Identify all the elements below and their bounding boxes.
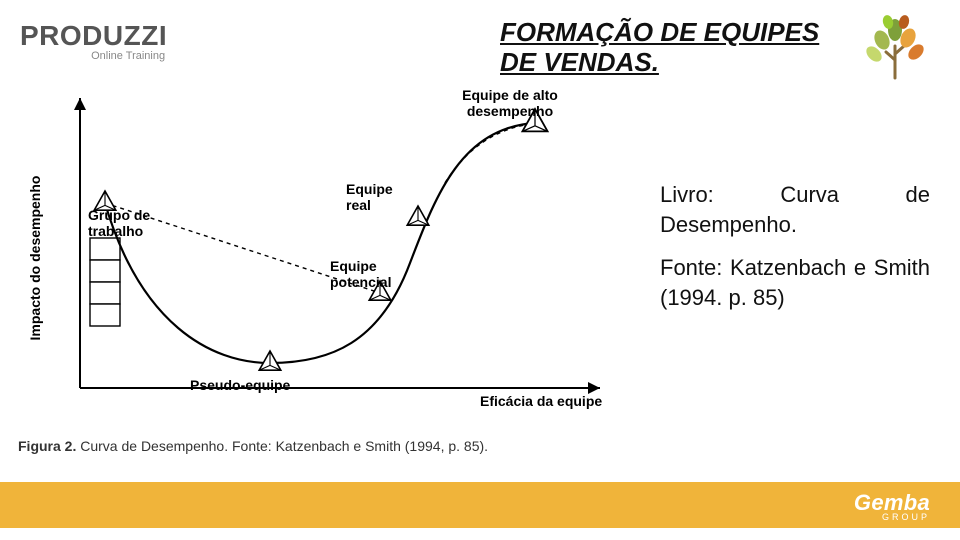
tree-logo-icon — [860, 10, 930, 85]
chart-label-real2: real — [346, 197, 371, 213]
brand-block: PRODUZZI Online Training — [20, 20, 167, 62]
dashed-lines — [105, 123, 535, 293]
chart-label-alto2: desempenho — [467, 103, 553, 119]
caption-prefix: Figura 2. — [18, 438, 76, 454]
y-axis-label: Impacto do desempenho — [27, 176, 43, 341]
chart-label-pseudo: Pseudo-equipe — [190, 377, 291, 393]
group-boxes — [90, 238, 120, 326]
side-text-line1: Livro: Curva de Desempenho. — [660, 180, 930, 239]
footer-brand: Gemba GROUP — [854, 490, 930, 522]
diagram-area: Impacto do desempenho Eficácia da equipe… — [10, 88, 630, 468]
header: PRODUZZI Online Training FORMAÇÃO DE EQU… — [0, 0, 960, 80]
side-text: Livro: Curva de Desempenho. Fonte: Katze… — [660, 180, 930, 327]
chart-label-grupo2: trabalho — [88, 223, 143, 239]
curve-markers — [94, 109, 547, 370]
caption-body: Curva de Desempenho. Fonte: Katzenbach e… — [80, 438, 488, 454]
brand-name: PRODUZZI — [20, 20, 167, 52]
performance-curve — [105, 123, 535, 363]
slide-title: FORMAÇÃO DE EQUIPES DE VENDAS. — [500, 18, 830, 78]
slide: PRODUZZI Online Training FORMAÇÃO DE EQU… — [0, 0, 960, 540]
chart-label-potencial: Equipe — [330, 258, 377, 274]
chart-label-grupo: Grupo de — [88, 207, 150, 223]
footer-bar — [0, 482, 960, 528]
chart-label-potencial2: potencial — [330, 274, 391, 290]
side-text-line2: Fonte: Katzenbach e Smith (1994. p. 85) — [660, 253, 930, 312]
chart-label-real: Equipe — [346, 181, 393, 197]
curve-labels: Grupo detrabalhoPseudo-equipeEquipepoten… — [88, 88, 558, 393]
performance-curve-chart: Impacto do desempenho Eficácia da equipe… — [10, 88, 630, 428]
chart-label-alto: Equipe de alto — [462, 88, 558, 103]
x-axis-label: Eficácia da equipe — [480, 393, 602, 409]
figure-caption: Figura 2. Curva de Desempenho. Fonte: Ka… — [10, 437, 630, 456]
